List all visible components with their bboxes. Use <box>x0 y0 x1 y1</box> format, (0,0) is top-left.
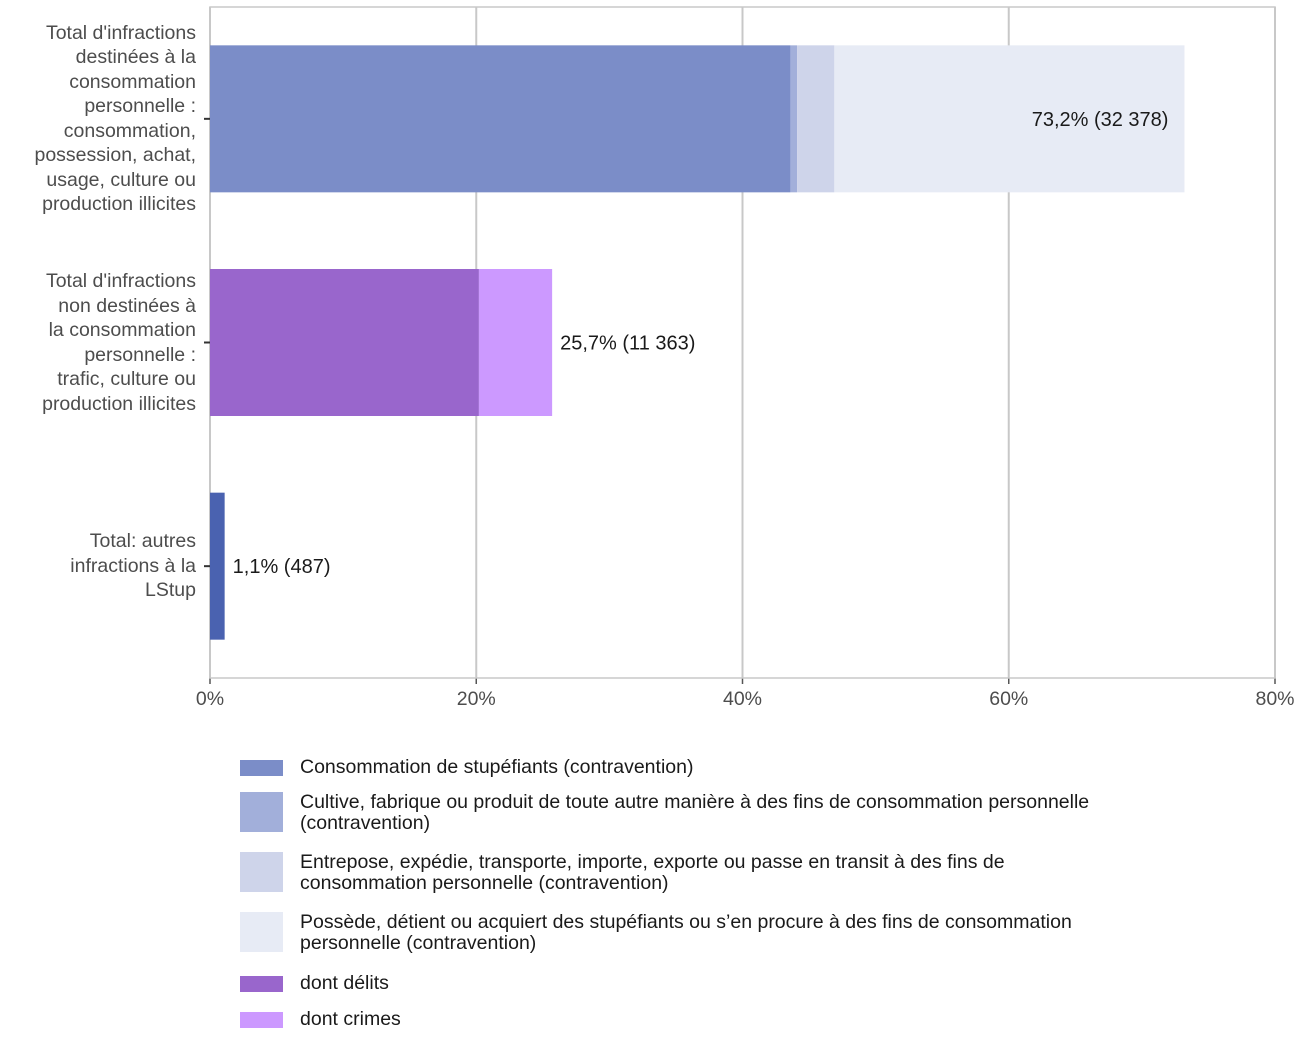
legend-label: dont délits <box>300 972 389 994</box>
legend-swatch <box>240 912 283 952</box>
category-label-line: destinées à la <box>75 46 196 69</box>
category-label-line: Total d'infractions <box>45 270 196 292</box>
category-label-line: production illicites <box>42 193 196 216</box>
legend-item: Possède, détient ou acquiert des stupéfi… <box>240 908 1290 960</box>
legend-label: Possède, détient ou acquiert des stupéfi… <box>300 911 1072 933</box>
x-tick-label: 0% <box>196 688 224 710</box>
bar-segment <box>210 492 225 640</box>
data-label: 25,7% (11 363) <box>560 333 695 355</box>
category-label-line: LStup <box>145 579 196 602</box>
legend-swatch <box>240 760 283 776</box>
legend-swatch <box>240 1012 283 1028</box>
bar-segment <box>797 45 835 193</box>
legend-label: Consommation de stupéfiants (contraventi… <box>300 756 694 778</box>
legend-item: Entrepose, expédie, transporte, importe,… <box>240 848 1290 900</box>
legend-item: Consommation de stupéfiants (contraventi… <box>240 752 1290 782</box>
bar-segment <box>790 45 798 193</box>
legend: Consommation de stupéfiants (contraventi… <box>240 752 1290 1040</box>
category-label-line: consommation, <box>63 119 196 142</box>
bar-segment <box>210 269 479 416</box>
data-label: 1,1% (487) <box>233 556 331 578</box>
legend-label: personnelle (contravention) <box>300 932 537 954</box>
x-tick-label: 60% <box>989 688 1028 710</box>
category-label-line: Total: autres <box>89 530 196 553</box>
category-label-line: infractions à la <box>70 554 196 577</box>
legend-label: (contravention) <box>300 812 431 834</box>
x-tick-label: 20% <box>457 688 496 710</box>
legend-swatch <box>240 976 283 992</box>
x-tick-label: 40% <box>723 688 762 710</box>
x-tick-label: 80% <box>1255 688 1294 710</box>
bar-segment <box>210 45 791 193</box>
legend-swatch <box>240 852 283 892</box>
category-label: Total d'infractions destinées à la consomm… <box>34 21 196 217</box>
legend-label: consommation personnelle (contravention) <box>300 872 669 894</box>
legend-item: dont crimes <box>240 1004 1290 1034</box>
legend-item: Cultive, fabrique ou produit de toute au… <box>240 788 1290 840</box>
bar-segment <box>478 269 553 416</box>
legend-label: Entrepose, expédie, transporte, importe,… <box>300 851 1005 873</box>
category-label-line: consommation <box>69 70 196 93</box>
category-label-line: Total d'infractions <box>45 21 196 44</box>
legend-item: dont délits <box>240 968 1290 998</box>
bar-segment <box>834 45 1185 193</box>
legend-swatch <box>240 792 283 832</box>
category-label: Total d'infractions non destinées à la con… <box>42 269 196 416</box>
category-label-line: la consommation <box>48 319 196 341</box>
legend-label: dont crimes <box>300 1008 401 1030</box>
category-label-line: usage, culture ou <box>46 168 196 191</box>
category-label-line: trafic, culture ou <box>57 368 196 390</box>
category-label-line: production illicites <box>42 392 196 415</box>
category-label-line: personnelle : <box>84 95 196 118</box>
bar-chart: 0% 20% 40% 60% 80% 73,2% (32 378) 25,7% (11 36… <box>196 6 1295 710</box>
category-label-line: possession, achat, <box>34 144 196 167</box>
category-label: Total: autres infractions à la LStup <box>70 529 196 603</box>
data-label: 73,2% (32 378) <box>1032 109 1169 131</box>
legend-label: Cultive, fabrique ou produit de toute au… <box>300 791 1090 813</box>
category-label-line: personnelle : <box>84 343 196 366</box>
category-label-line: non destinées à <box>58 294 196 317</box>
